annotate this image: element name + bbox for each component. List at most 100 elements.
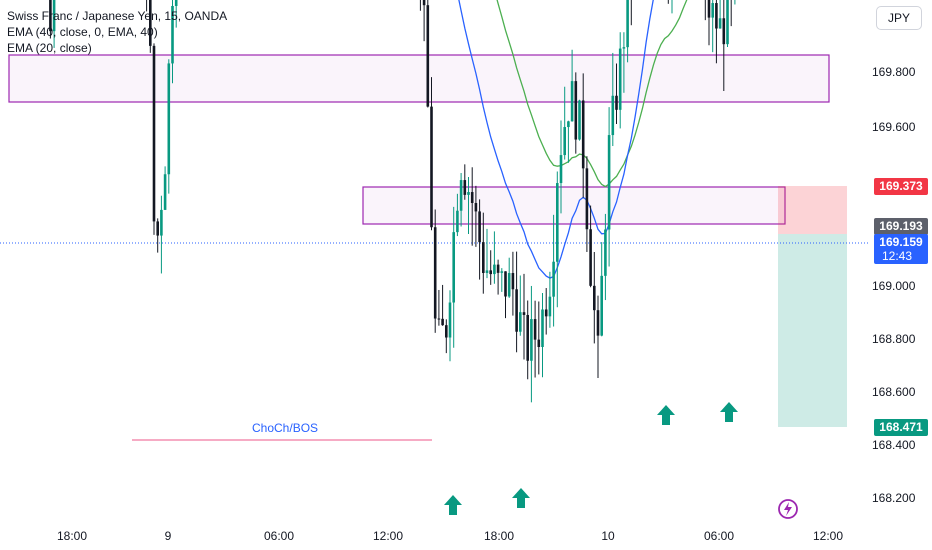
candle-body xyxy=(493,264,496,275)
price-tag-label: 169.193 xyxy=(879,219,923,233)
up-arrow-icon xyxy=(657,405,675,425)
candle-body xyxy=(467,192,470,195)
candle-body xyxy=(570,81,574,122)
price-tag-label: 169.373 xyxy=(879,179,923,193)
take-profit-area xyxy=(778,234,847,427)
x-tick-label: 06:00 xyxy=(264,529,294,543)
candle-body xyxy=(533,319,537,340)
candle-body xyxy=(626,0,629,48)
ema40-line xyxy=(496,0,688,188)
candle-body xyxy=(618,48,622,110)
candle-body xyxy=(504,271,507,297)
candle-body xyxy=(422,0,426,6)
symbol-title[interactable]: Swiss Franc / Japanese Yen, 15, OANDA xyxy=(7,9,228,23)
candle-body xyxy=(548,296,552,317)
candle-body xyxy=(596,310,600,336)
candle-body xyxy=(607,135,611,230)
y-tick-label: 169.600 xyxy=(872,120,916,134)
candle-body xyxy=(496,264,500,273)
candle-body xyxy=(611,95,615,136)
candle-body xyxy=(604,229,607,276)
lightning-icon xyxy=(778,499,798,519)
up-arrow-icon xyxy=(444,495,462,515)
candle-body xyxy=(160,209,163,236)
candle-body xyxy=(707,0,711,18)
candle-body xyxy=(581,100,585,169)
candle-body xyxy=(482,242,485,273)
y-tick-label: 168.200 xyxy=(872,491,916,505)
candle-body xyxy=(711,3,714,18)
candle-body xyxy=(500,271,504,273)
price-tag xyxy=(874,178,928,195)
candle-body xyxy=(474,202,478,212)
candle-body xyxy=(563,127,566,156)
supply-zone-middle xyxy=(362,186,786,225)
candle-body xyxy=(593,285,596,311)
x-tick-label: 12:00 xyxy=(813,529,843,543)
candle-body xyxy=(718,18,722,29)
choch-label: ChoCh/BOS xyxy=(252,421,318,435)
candle-body xyxy=(49,0,52,32)
candle-body xyxy=(515,289,518,332)
candle-body xyxy=(552,261,555,297)
price-tag xyxy=(874,218,928,235)
lightning-bolt xyxy=(784,502,792,516)
candle-body xyxy=(537,339,541,347)
candle-body xyxy=(519,312,522,332)
candle-body xyxy=(456,210,459,233)
price-tag xyxy=(874,419,928,436)
candle-body xyxy=(171,5,174,64)
candle-body xyxy=(426,5,430,107)
candle-body xyxy=(526,314,529,361)
ema40-legend[interactable]: EMA (40, close, 0, EMA, 40) xyxy=(7,25,158,39)
x-tick-label: 18:00 xyxy=(484,529,514,543)
x-tick-label: 06:00 xyxy=(704,529,734,543)
y-tick-label: 169.000 xyxy=(872,279,916,293)
candle-body xyxy=(441,318,444,326)
candle-body xyxy=(507,273,511,297)
currency-button[interactable]: JPY xyxy=(876,6,922,30)
candle-body xyxy=(489,270,492,275)
candle-body xyxy=(430,106,433,228)
y-tick-label: 168.800 xyxy=(872,332,916,346)
candle-body xyxy=(541,309,544,347)
candle-body xyxy=(574,81,578,140)
candle-body xyxy=(167,63,171,175)
candle-body xyxy=(615,95,618,110)
candle-body xyxy=(600,275,603,336)
candle-body xyxy=(522,312,526,315)
candle-body xyxy=(559,155,563,184)
candle-body xyxy=(485,270,489,273)
candle-body xyxy=(52,0,56,32)
candle-body xyxy=(511,273,515,290)
y-tick-label: 168.600 xyxy=(872,385,916,399)
price-tag xyxy=(874,234,928,264)
x-tick-label: 10 xyxy=(601,529,615,543)
y-tick-label: 168.400 xyxy=(872,438,916,452)
y-tick-label: 169.800 xyxy=(872,65,916,79)
candle-body xyxy=(156,221,159,236)
candle-body xyxy=(589,229,592,286)
x-tick-label: 18:00 xyxy=(57,529,87,543)
candle-body xyxy=(445,325,448,338)
candle-body xyxy=(715,3,718,29)
candle-body xyxy=(544,309,548,317)
countdown-label: 12:43 xyxy=(882,249,912,263)
candle-body xyxy=(163,174,167,210)
candle-body xyxy=(622,47,626,49)
candle-body xyxy=(459,180,463,211)
candle-body xyxy=(149,0,152,46)
up-arrow-icon xyxy=(720,402,738,422)
candle-body xyxy=(437,318,441,320)
candle-body xyxy=(722,18,726,45)
price-tag-label: 168.471 xyxy=(879,420,923,434)
candle-body xyxy=(448,302,452,338)
x-tick-label: 12:00 xyxy=(373,529,403,543)
candle-body xyxy=(726,0,729,45)
supply-zone-upper xyxy=(8,54,830,103)
x-tick-label: 9 xyxy=(165,529,172,543)
ema20-legend[interactable]: EMA (20, close) xyxy=(7,41,92,55)
candle-body xyxy=(463,180,467,195)
candle-body xyxy=(567,121,570,128)
